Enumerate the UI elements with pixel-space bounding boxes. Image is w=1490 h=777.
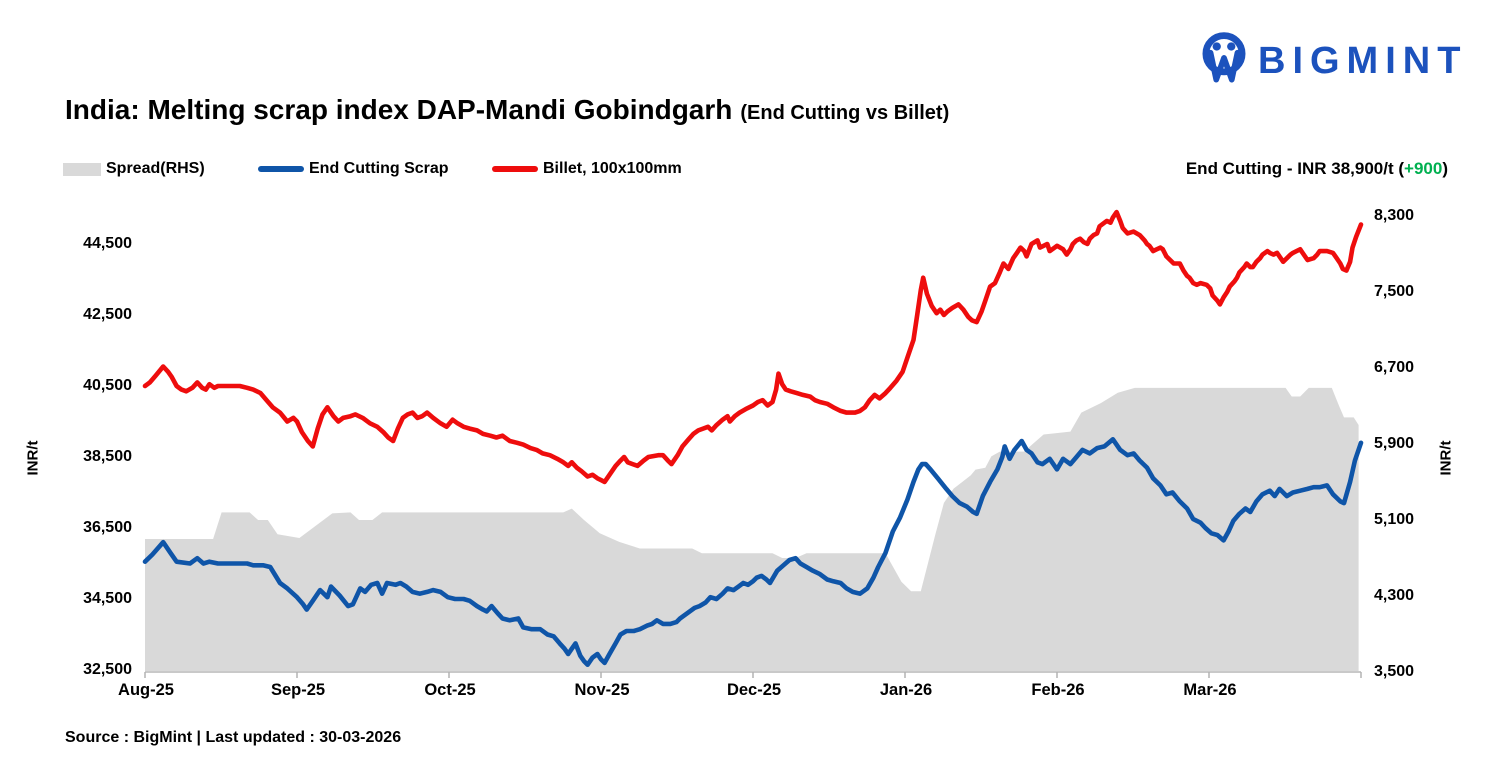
end-cutting-line — [142, 437, 1364, 667]
right-axis-tick-label: 4,300 — [1374, 587, 1415, 604]
left-axis-tick-label: 40,500 — [83, 377, 132, 394]
x-axis-month-label: Jan-26 — [879, 681, 933, 699]
page-title: India: Melting scrap index DAP-Mandi Gob… — [65, 94, 949, 126]
left-axis-tick-label: 38,500 — [83, 448, 132, 465]
bigmint-logo-text: BIGMINT — [1258, 40, 1468, 82]
bigmint-logo: BIGMINT — [1200, 32, 1467, 90]
right-axis-tick-label: 5,100 — [1374, 511, 1415, 528]
chart-title-suffix: (End Cutting vs Billet) — [740, 102, 950, 124]
right-axis-title: INR/t — [1437, 440, 1455, 476]
left-axis-tick-label: 44,500 — [83, 235, 132, 252]
annotation-suffix: ) — [1442, 159, 1448, 178]
left-axis-title: INR/t — [24, 440, 42, 476]
legend-line-swatch — [258, 166, 304, 172]
x-axis-month-label: Mar-26 — [1183, 681, 1237, 699]
right-axis-tick-label: 8,300 — [1374, 207, 1415, 224]
legend-item-spread: Spread(RHS) — [63, 160, 205, 178]
legend-label: Billet, 100x100mm — [543, 160, 682, 177]
legend-item-billet: Billet, 100x100mm — [492, 160, 682, 178]
right-axis-tick-label: 7,500 — [1374, 283, 1415, 300]
left-axis-tick-label: 42,500 — [83, 306, 132, 323]
legend-label: End Cutting Scrap — [309, 160, 449, 177]
left-axis-tick-label: 32,500 — [83, 661, 132, 678]
right-axis-tick-label: 3,500 — [1374, 663, 1415, 680]
legend-area-swatch — [63, 162, 101, 176]
left-axis-tick-label: 36,500 — [83, 519, 132, 536]
x-axis-month-label: Sep-25 — [270, 681, 326, 699]
legend-item-end-cutting: End Cutting Scrap — [258, 160, 449, 178]
legend-line-swatch — [492, 166, 538, 172]
legend-label: Spread(RHS) — [106, 160, 205, 177]
source-note: Source : BigMint | Last updated : 30-03-… — [65, 729, 402, 746]
bigmint-logo-icon — [1202, 32, 1246, 83]
x-axis-month-label: Dec-25 — [726, 681, 782, 699]
x-axis-month-label: Aug-25 — [118, 681, 174, 699]
left-axis-tick-label: 34,500 — [83, 590, 132, 607]
chart-title-main: India: Melting scrap index DAP-Mandi Gob… — [65, 94, 733, 125]
right-axis-tick-label: 5,900 — [1374, 435, 1415, 452]
spread-area — [145, 387, 1359, 672]
right-axis-tick-label: 6,700 — [1374, 359, 1415, 376]
latest-price-annotation: End Cutting - INR 38,900/t (+900) — [1186, 159, 1448, 179]
billet-line — [142, 209, 1364, 485]
x-axis-month-label: Oct-25 — [424, 681, 476, 699]
x-axis-month-label: Nov-25 — [574, 681, 630, 699]
annotation-prefix: End Cutting - INR 38,900/t ( — [1185, 159, 1405, 178]
price-change-badge: +900 — [1404, 159, 1443, 178]
x-axis-month-label: Feb-26 — [1031, 681, 1085, 699]
